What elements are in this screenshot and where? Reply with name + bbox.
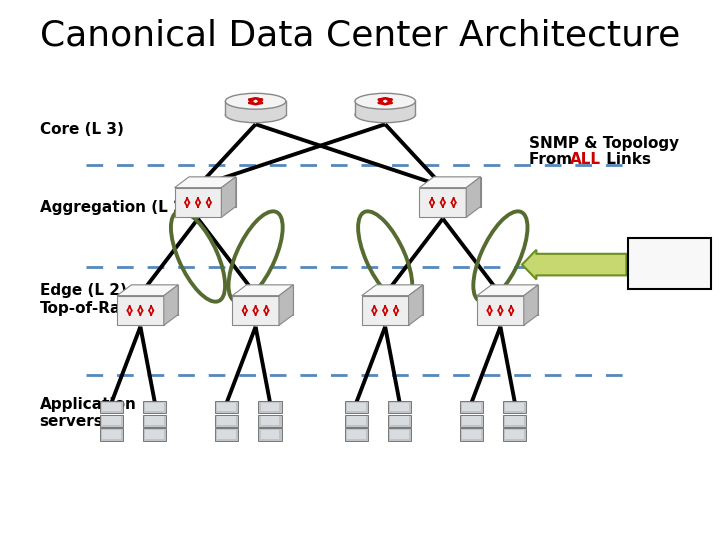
Bar — [460, 415, 483, 427]
Bar — [505, 403, 524, 411]
Polygon shape — [232, 285, 294, 296]
Bar — [347, 430, 366, 439]
Bar — [345, 429, 368, 441]
Bar — [232, 296, 279, 325]
Bar — [100, 401, 123, 413]
Bar — [419, 187, 467, 217]
Bar — [102, 430, 121, 439]
Polygon shape — [477, 285, 538, 296]
Polygon shape — [175, 177, 236, 188]
Text: Application
servers: Application servers — [40, 397, 137, 429]
Text: SNMP & Topology: SNMP & Topology — [529, 136, 680, 151]
Bar — [355, 101, 415, 114]
Ellipse shape — [355, 107, 415, 123]
Bar — [460, 401, 483, 413]
Bar — [258, 415, 282, 427]
Bar — [462, 416, 481, 426]
Polygon shape — [409, 285, 423, 325]
Bar — [628, 238, 711, 289]
Bar — [100, 429, 123, 441]
Bar — [505, 416, 524, 426]
Polygon shape — [362, 285, 423, 296]
Bar — [215, 415, 238, 427]
Bar — [215, 401, 238, 413]
Bar — [117, 296, 164, 325]
Polygon shape — [164, 285, 179, 325]
Bar — [503, 429, 526, 441]
Polygon shape — [523, 285, 538, 325]
Bar — [491, 285, 539, 314]
FancyArrow shape — [522, 249, 626, 280]
Bar — [217, 416, 236, 426]
Bar — [460, 429, 483, 441]
Bar — [390, 416, 409, 426]
Bar — [261, 430, 279, 439]
Bar — [505, 430, 524, 439]
Bar — [258, 429, 282, 441]
Bar — [102, 403, 121, 411]
Bar — [258, 401, 282, 413]
Text: Packet
Sniffers: Packet Sniffers — [636, 247, 703, 280]
Bar — [102, 416, 121, 426]
Bar — [261, 416, 279, 426]
Bar — [347, 416, 366, 426]
Bar — [477, 296, 524, 325]
Bar — [390, 430, 409, 439]
Text: Links: Links — [601, 152, 651, 167]
Bar — [145, 430, 164, 439]
Text: From: From — [529, 152, 577, 167]
Text: Edge (L 2)
Top-of-Rack: Edge (L 2) Top-of-Rack — [40, 284, 140, 316]
Bar — [189, 177, 236, 206]
Bar — [215, 429, 238, 441]
Bar — [362, 296, 409, 325]
Bar — [433, 177, 481, 206]
Bar — [143, 415, 166, 427]
Text: Canonical Data Center Architecture: Canonical Data Center Architecture — [40, 18, 680, 52]
Ellipse shape — [225, 93, 286, 109]
Polygon shape — [467, 177, 481, 217]
Bar — [100, 415, 123, 427]
Ellipse shape — [355, 93, 415, 109]
Bar — [347, 403, 366, 411]
Polygon shape — [222, 177, 236, 217]
Bar — [503, 415, 526, 427]
Bar — [462, 403, 481, 411]
Bar — [225, 101, 286, 114]
Bar — [217, 430, 236, 439]
Bar — [503, 401, 526, 413]
Polygon shape — [419, 177, 481, 188]
Bar — [145, 403, 164, 411]
Ellipse shape — [225, 107, 286, 123]
Bar — [145, 416, 164, 426]
Bar — [345, 401, 368, 413]
Bar — [388, 415, 411, 427]
Bar — [246, 285, 294, 314]
Bar — [175, 187, 222, 217]
Bar — [388, 429, 411, 441]
Bar — [143, 429, 166, 441]
Polygon shape — [117, 285, 179, 296]
Text: Core (L 3): Core (L 3) — [40, 122, 123, 137]
Bar — [261, 403, 279, 411]
Bar — [143, 401, 166, 413]
Bar — [217, 403, 236, 411]
Bar — [132, 285, 179, 314]
Bar — [462, 430, 481, 439]
Polygon shape — [279, 285, 294, 325]
Text: Aggregation (L 2): Aggregation (L 2) — [40, 200, 190, 215]
Bar — [390, 403, 409, 411]
Bar — [377, 285, 423, 314]
Bar — [345, 415, 368, 427]
Text: ALL: ALL — [570, 152, 601, 167]
Bar — [388, 401, 411, 413]
